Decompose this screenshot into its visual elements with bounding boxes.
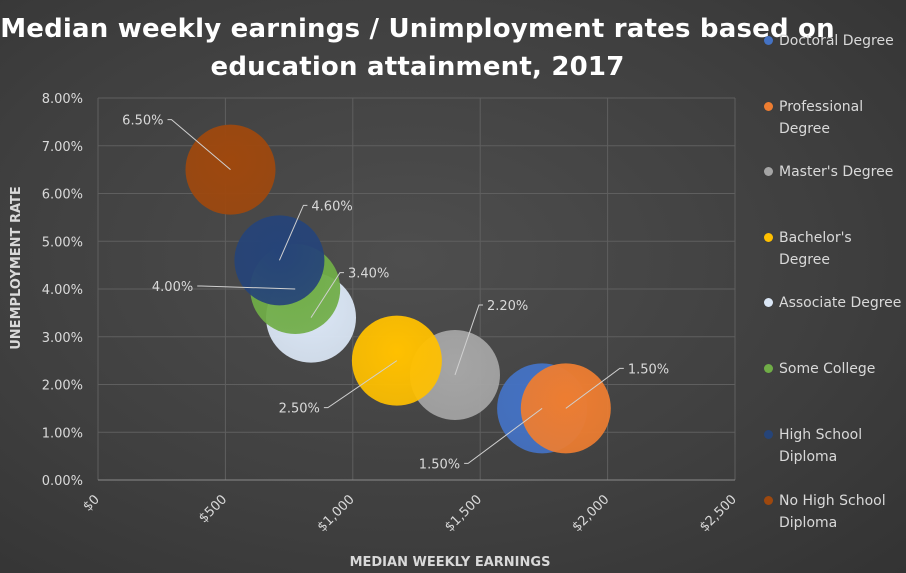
- legend-marker: [764, 430, 773, 439]
- legend-marker: [764, 496, 773, 505]
- x-tick-label: $1,500: [442, 492, 485, 535]
- leader-line: [167, 119, 231, 171]
- legend-label: Some College: [779, 361, 876, 377]
- legend-label: Doctoral Degree: [779, 33, 894, 49]
- data-labels: 1.50% 1.50% 2.20% 2.50% 3.40% 4.00% 4.60% 6.50%: [122, 114, 669, 473]
- legend-label: No High School Diploma: [779, 493, 886, 531]
- y-tick-label: 4.00%: [42, 283, 83, 298]
- y-tick-label: 7.00%: [42, 140, 83, 155]
- legend-label: High School Diploma: [779, 427, 863, 465]
- leader-line: [454, 304, 483, 376]
- data-label: 1.50%: [628, 362, 669, 377]
- data-label: 2.20%: [487, 299, 528, 314]
- x-tick-label: $1,000: [315, 492, 358, 535]
- leader-line: [310, 272, 345, 318]
- legend-marker: [764, 298, 773, 307]
- y-tick-label: 1.00%: [42, 426, 83, 441]
- legend-label: Bachelor's Degree: [779, 230, 852, 268]
- leader-line: [464, 407, 543, 464]
- x-tick-label: $500: [196, 492, 230, 526]
- grid-lines: [97, 97, 736, 481]
- y-tick-label: 8.00%: [42, 92, 83, 107]
- x-axis-label: MEDIAN WEEKLY EARNINGS: [350, 555, 551, 570]
- y-tick-label: 6.00%: [42, 188, 83, 203]
- legend-label: Professional Degree: [779, 99, 864, 137]
- data-label: 2.50%: [279, 402, 320, 417]
- legend-marker: [764, 167, 773, 176]
- data-label: 6.50%: [122, 114, 163, 129]
- data-label: 4.00%: [152, 280, 193, 295]
- legend-marker: [764, 364, 773, 373]
- chart-title: Median weekly earnings / Unimployment ra…: [0, 14, 835, 82]
- x-tick-label: $2,000: [570, 492, 613, 535]
- leader-line: [278, 204, 308, 261]
- y-tick-label: 0.00%: [42, 474, 83, 489]
- legend-label: Associate Degree: [779, 295, 902, 311]
- leader-line: [565, 367, 624, 409]
- data-label: 1.50%: [419, 457, 460, 472]
- legend-marker: [764, 36, 773, 45]
- data-label: 3.40%: [348, 267, 389, 282]
- y-axis-label: UNEMPLOYMENT RATE: [9, 186, 24, 350]
- y-axis-ticks: 0.00% 1.00% 2.00% 3.00% 4.00% 5.00% 6.00% 7.00%…: [42, 92, 83, 489]
- y-tick-label: 2.00%: [42, 379, 83, 394]
- legend-marker: [764, 102, 773, 111]
- legend-label: Master's Degree: [779, 164, 894, 180]
- leader-line: [323, 360, 398, 409]
- legend-marker: [764, 233, 773, 242]
- y-tick-label: 3.00%: [42, 331, 83, 346]
- x-tick-label: $0: [81, 492, 103, 514]
- x-axis-ticks: $0 $500 $1,000 $1,500 $2,000 $2,500: [81, 492, 740, 535]
- x-tick-label: $2,500: [697, 492, 740, 535]
- data-label: 4.60%: [311, 199, 352, 214]
- leader-line: [197, 285, 296, 290]
- leader-lines: [167, 119, 624, 464]
- y-tick-label: 5.00%: [42, 235, 83, 250]
